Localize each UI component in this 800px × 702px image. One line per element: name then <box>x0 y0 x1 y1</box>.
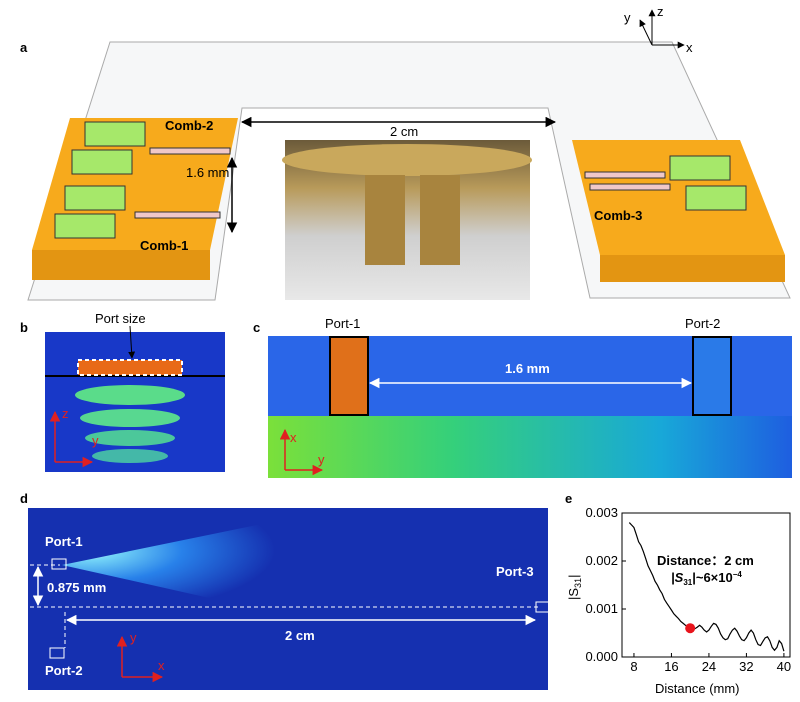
pointer <box>128 325 136 359</box>
panel-label: d <box>20 491 28 506</box>
comb <box>134 211 221 219</box>
pad <box>685 185 747 211</box>
axis-label: y <box>92 433 99 448</box>
port-label: Port-2 <box>685 316 720 331</box>
y-title-part: |S <box>566 588 581 600</box>
dimension-label: 1.6 mm <box>186 165 229 180</box>
photo-holder <box>365 175 405 265</box>
port-size-label: Port size <box>95 311 146 326</box>
axis-label: x <box>158 658 165 673</box>
panel-d: d Port-1 Port-2 Port-3 0.875 mm 2 cm y x <box>20 491 551 690</box>
data-line <box>628 522 785 652</box>
y-title-sub: 31 <box>573 578 583 588</box>
block-top <box>572 140 785 255</box>
comb-label: Comb-3 <box>594 208 642 223</box>
x-tick-label: 8 <box>630 659 637 674</box>
x-axis-title: Distance (mm) <box>655 681 740 696</box>
panel-label: e <box>565 491 572 506</box>
x-tick-label: 40 <box>777 659 791 674</box>
annotation-sup: −4 <box>733 570 743 579</box>
annotation: |S31|~6×10−4 <box>671 570 742 587</box>
annotation-part: |S <box>671 570 684 585</box>
block-front <box>600 255 785 282</box>
pad <box>64 185 126 211</box>
beam <box>62 510 400 625</box>
port <box>49 647 65 659</box>
axis-label: y <box>130 630 137 645</box>
y-tick-label: 0.002 <box>585 553 618 568</box>
x-tick-label: 32 <box>739 659 753 674</box>
comb <box>584 171 666 179</box>
photo-holder <box>420 175 460 265</box>
plot-frame <box>621 512 791 658</box>
panel-a: a Comb-2 Comb-1 Comb-3 1.6 mm 2 cm y z x <box>20 4 791 301</box>
field-lobe <box>92 449 168 463</box>
y-tick-label: 0.003 <box>585 505 618 520</box>
axis-label: y <box>318 452 325 467</box>
y-tick-label: 0.001 <box>585 601 618 616</box>
panel-label: b <box>20 320 28 335</box>
dimension-label: 2 cm <box>285 628 315 643</box>
y-title-part: | <box>566 575 581 578</box>
field-lobe <box>80 409 180 427</box>
dimension-label: 1.6 mm <box>505 361 550 376</box>
axis-label: x <box>686 40 693 55</box>
field-lobe <box>85 430 175 446</box>
highlight-point <box>685 623 696 634</box>
panel-label: a <box>20 40 28 55</box>
dimension-label: 0.875 mm <box>47 580 106 595</box>
port <box>692 336 732 416</box>
x-tick-label: 24 <box>702 659 716 674</box>
axis-label: y <box>624 10 631 25</box>
comb <box>589 183 671 191</box>
comb-label: Comb-1 <box>140 238 188 253</box>
pad <box>54 213 116 239</box>
field-map-bottom <box>268 416 792 478</box>
panel-b: b Port size z y <box>20 311 225 472</box>
block-front <box>32 250 210 280</box>
field-lobe <box>75 385 185 405</box>
panel-c: c Port-1 Port-2 1.6 mm x y <box>253 316 792 478</box>
port <box>329 336 369 416</box>
axis-label: x <box>290 430 297 445</box>
annotation: Distance：2 cm <box>657 553 754 568</box>
dimension-label: 2 cm <box>390 124 418 139</box>
annotation-part: |~6×10 <box>692 570 733 585</box>
port-label: Port-3 <box>496 564 534 579</box>
port <box>51 558 67 570</box>
port <box>77 359 183 376</box>
comb-label: Comb-2 <box>165 118 213 133</box>
pad <box>84 121 146 147</box>
port-label: Port-2 <box>45 663 83 678</box>
y-axis-title: |S31| <box>566 575 583 600</box>
axis-arrow <box>639 19 653 46</box>
axis-label: z <box>657 4 664 19</box>
photo-disc <box>282 144 532 176</box>
axis-label: z <box>62 406 69 421</box>
panel-e: e Distance (mm) |S31| Distance：2 cm |S31… <box>565 491 791 696</box>
port-label: Port-1 <box>325 316 360 331</box>
pad <box>669 155 731 181</box>
y-tick-label: 0.000 <box>585 649 618 664</box>
pad <box>71 149 133 175</box>
comb <box>149 147 231 155</box>
x-tick-label: 16 <box>664 659 678 674</box>
panel-label: c <box>253 320 260 335</box>
port-label: Port-1 <box>45 534 83 549</box>
annotation-sub: 31 <box>683 578 692 587</box>
